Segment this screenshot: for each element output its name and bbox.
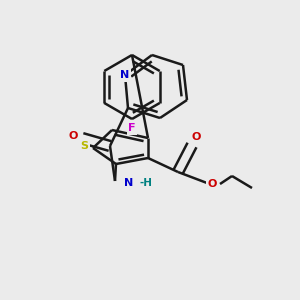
Text: O: O [68, 131, 78, 141]
Text: S: S [80, 141, 88, 151]
Text: O: O [207, 179, 217, 189]
Text: O: O [191, 132, 201, 142]
Text: N: N [120, 70, 130, 80]
Text: F: F [128, 123, 136, 133]
Text: N: N [124, 178, 134, 188]
Text: -H: -H [140, 178, 153, 188]
